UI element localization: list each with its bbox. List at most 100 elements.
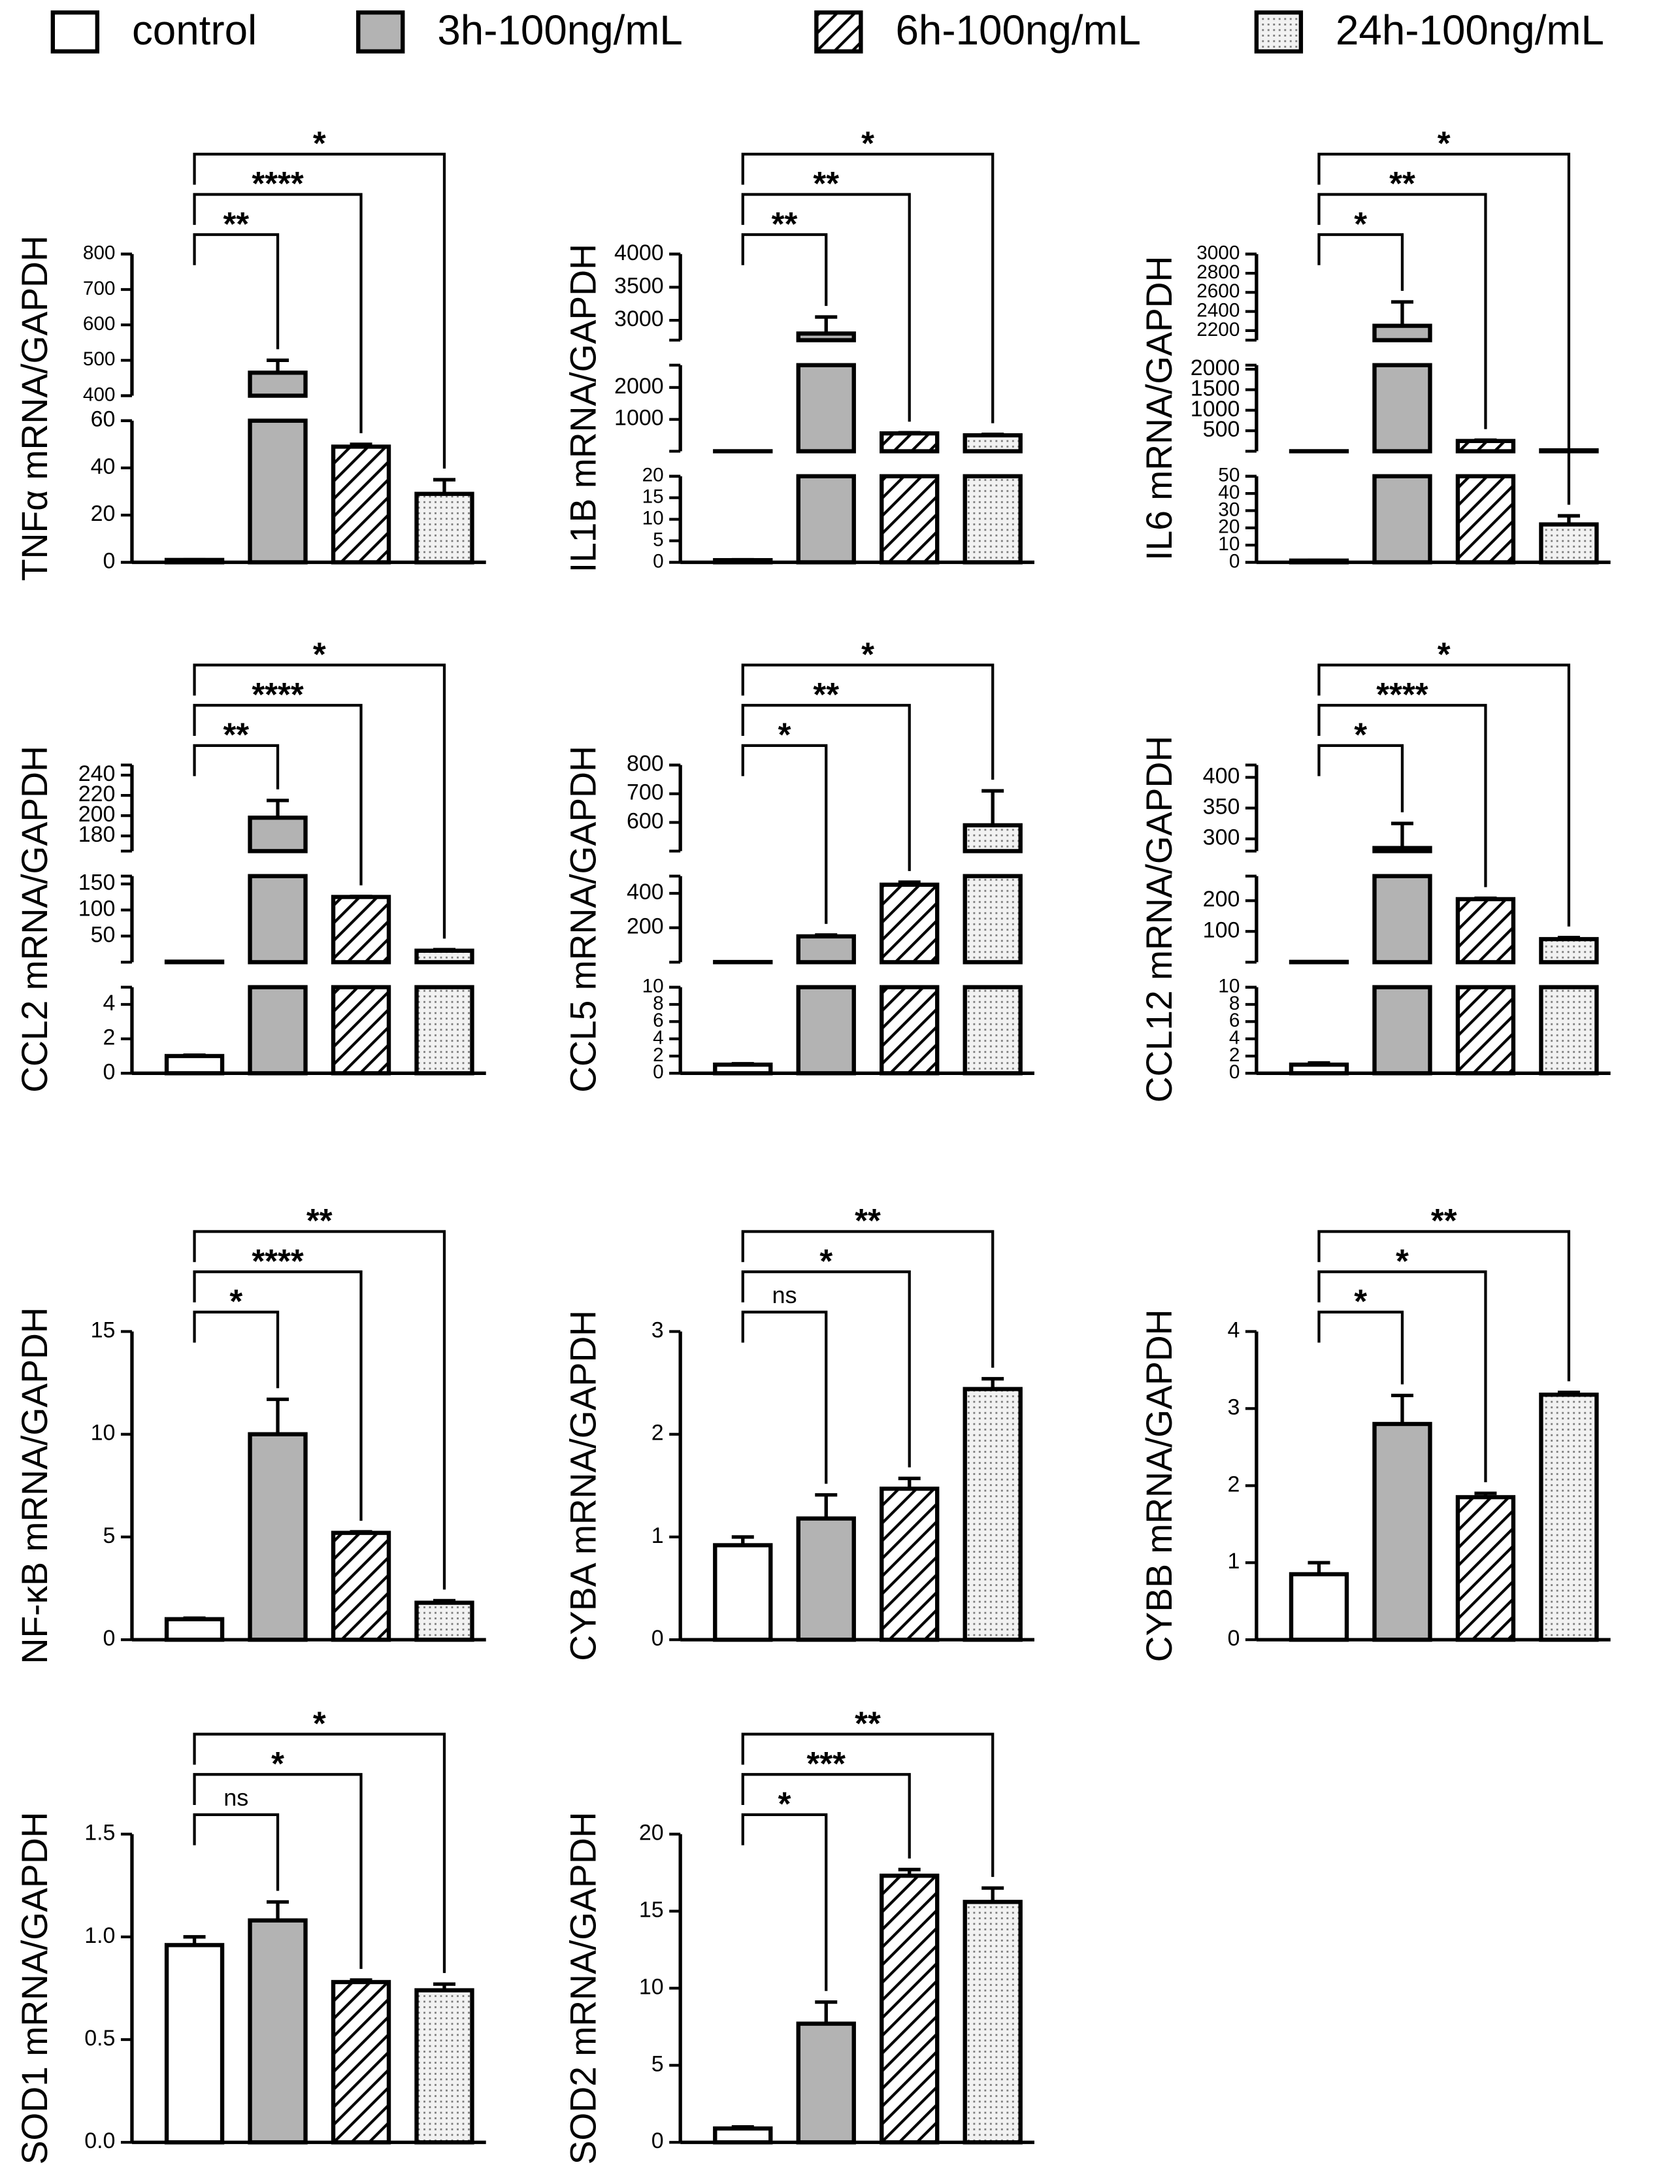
bar (880, 474, 940, 565)
y-tick-label: 240 (78, 761, 116, 786)
y-tick-label: 50 (1218, 465, 1240, 486)
significance-bracket (193, 744, 280, 789)
bar (796, 934, 856, 965)
error-bar (898, 1476, 921, 1489)
y-tick-label: 400 (1203, 763, 1240, 788)
significance-label: ns (223, 1784, 248, 1811)
bar (963, 1900, 1023, 2145)
significance-label: * (861, 125, 874, 162)
bar (248, 371, 308, 398)
bar (331, 1530, 391, 1642)
bar (414, 1600, 474, 1642)
y-tick-label: 15 (639, 1897, 664, 1922)
y-axis-label: CYBB mRNA/GAPDH (1139, 1309, 1179, 1662)
y-tick-label: 800 (627, 752, 664, 776)
significance-bracket (741, 152, 995, 423)
bar (1372, 846, 1432, 853)
y-tick-label: 3 (1227, 1395, 1240, 1419)
error-bar (1308, 1561, 1330, 1574)
significance-bracket (193, 704, 363, 885)
y-tick-label: 2800 (1196, 261, 1240, 283)
bar (331, 895, 391, 965)
error-bar (1557, 514, 1580, 525)
bar (1289, 1062, 1349, 1076)
y-tick-label: 40 (1218, 482, 1240, 503)
bar (963, 823, 1023, 853)
bar (713, 1543, 773, 1642)
significance-bracket (193, 1270, 363, 1521)
bar (796, 2021, 856, 2145)
bar (1372, 323, 1432, 342)
significance-label: * (1438, 125, 1451, 162)
bar (880, 1874, 940, 2145)
error-bar (267, 1900, 289, 1921)
y-tick-label: 5 (653, 529, 664, 550)
error-bar (267, 358, 289, 373)
significance-label: **** (252, 1242, 304, 1280)
significance-label: * (1354, 716, 1367, 753)
bar (1372, 874, 1432, 965)
bar (880, 1486, 940, 1642)
y-tick-label: 15 (91, 1317, 116, 1342)
error-bar (183, 1053, 206, 1057)
y-tick-label: 4 (103, 991, 116, 1016)
y-tick-label: 400 (627, 880, 664, 904)
bar (963, 474, 1023, 565)
significance-bracket (193, 152, 446, 469)
y-tick-label: 6 (1229, 1010, 1240, 1031)
bar (1539, 522, 1599, 565)
error-bar (433, 948, 455, 951)
significance-bracket (741, 1310, 828, 1484)
error-bar (815, 315, 838, 334)
significance-bracket (741, 1270, 911, 1468)
error-bar (267, 799, 289, 818)
y-tick-label: 15 (642, 486, 664, 508)
significance-bracket (193, 1310, 280, 1389)
y-tick-label: 400 (83, 384, 116, 405)
y-tick-label: 10 (1218, 533, 1240, 555)
y-tick-label: 20 (91, 501, 116, 526)
error-bar (1557, 1390, 1580, 1395)
significance-bracket (193, 233, 280, 350)
significance-label: * (778, 1785, 791, 1823)
significance-label: * (271, 1745, 284, 1782)
bar (880, 985, 940, 1076)
y-tick-label: 0 (653, 550, 664, 572)
error-bar (1308, 1061, 1330, 1065)
bar (248, 418, 308, 565)
error-bar (898, 880, 921, 885)
significance-label: * (229, 1282, 242, 1319)
significance-bracket (193, 1732, 446, 1974)
y-tick-label: 350 (1203, 795, 1240, 819)
legend-label: 3h-100ng/mL (437, 7, 682, 54)
y-tick-label: 2600 (1196, 280, 1240, 302)
y-tick-label: 2000 (1191, 356, 1240, 380)
y-tick-label: 2 (1227, 1472, 1240, 1497)
bar (963, 874, 1023, 965)
legend-swatch (356, 10, 405, 54)
bar (164, 1617, 225, 1642)
bar (796, 331, 856, 342)
significance-label: * (1438, 635, 1451, 672)
y-tick-label: 50 (91, 922, 116, 947)
error-bar (981, 1886, 1004, 1902)
y-axis-label: SOD2 mRNA/GAPDH (563, 1812, 603, 2164)
y-axis-label: SOD1 mRNA/GAPDH (14, 1812, 55, 2164)
bar (248, 816, 308, 853)
error-bar (350, 442, 372, 447)
y-tick-label: 500 (83, 348, 116, 370)
y-tick-label: 10 (642, 507, 664, 529)
bar (713, 1062, 773, 1076)
y-tick-label: 1.5 (84, 1821, 115, 1845)
y-tick-label: 5 (103, 1523, 116, 1548)
bar (1539, 936, 1599, 965)
bar (331, 1979, 391, 2145)
y-tick-label: 2 (103, 1025, 116, 1050)
bar (1455, 985, 1516, 1076)
significance-bracket (1317, 1310, 1404, 1385)
error-bar (267, 1397, 289, 1434)
significance-label: ** (855, 1202, 881, 1239)
y-tick-label: 3 (651, 1317, 664, 1342)
y-tick-label: 10 (1218, 975, 1240, 997)
significance-label: ** (223, 716, 249, 753)
